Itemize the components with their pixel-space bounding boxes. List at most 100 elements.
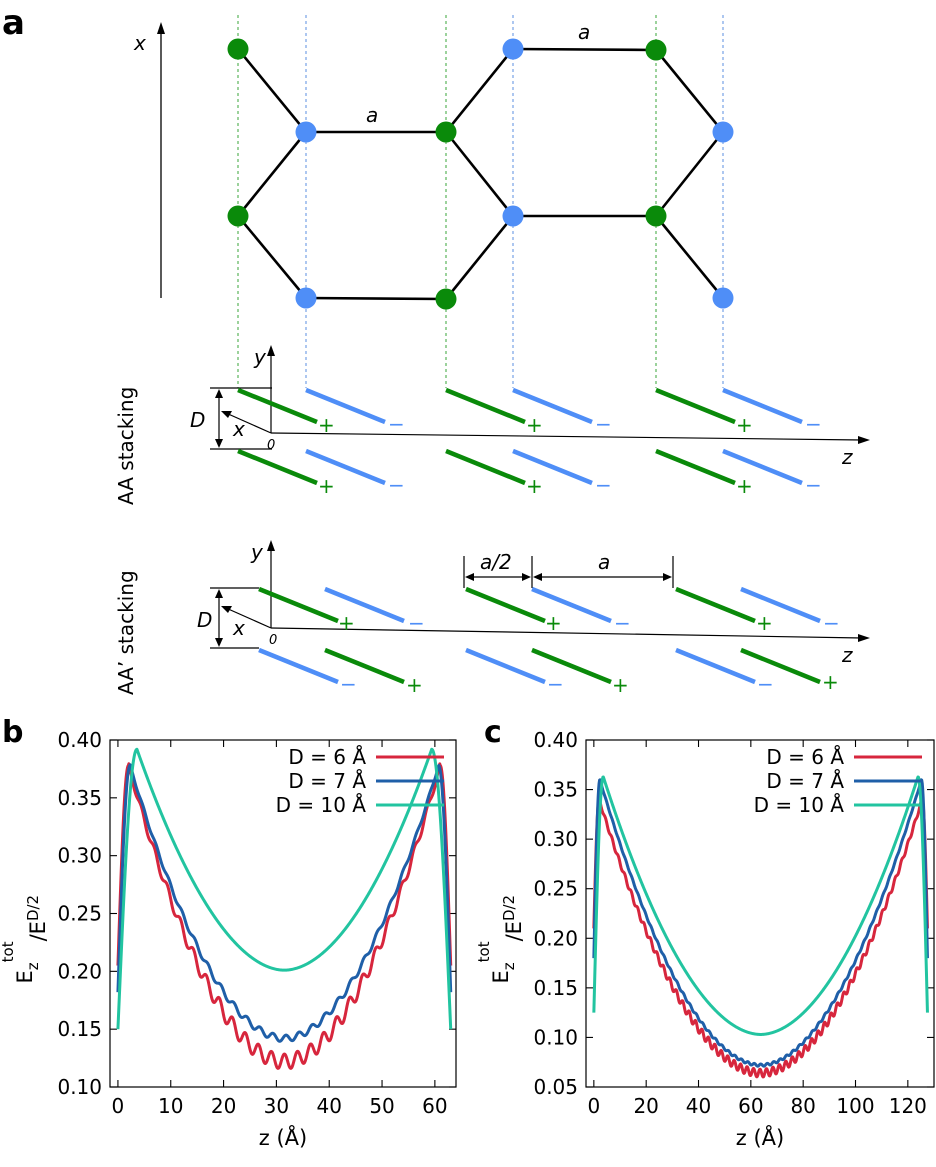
- panel-label-a: a: [2, 3, 25, 43]
- x-axis-label: z (Å): [736, 1124, 784, 1150]
- charge-plus: +: [526, 474, 543, 498]
- y-tick-label: 0.20: [57, 959, 102, 983]
- y-tick-label: 0.40: [57, 728, 102, 752]
- atom-green: [435, 288, 457, 310]
- chart-c: 0.05 0.10 0.15 0.20 0.25 0.30 0.35 0.40 0 20 40 60 8…: [475, 728, 935, 1150]
- x-tick-label: 20: [211, 1094, 236, 1118]
- atom-blue: [502, 205, 524, 227]
- x-tick-label: 60: [422, 1094, 447, 1118]
- x-tick-label: 30: [264, 1094, 289, 1118]
- series-line-0: [116, 762, 453, 1070]
- y-axis-label-part: tot: [475, 941, 493, 962]
- atom-green: [227, 38, 249, 60]
- atom-green: [645, 39, 667, 61]
- y-tick-label: 0.10: [57, 1075, 102, 1099]
- aa-title: AA stacking: [114, 387, 138, 505]
- series-line-1: [592, 778, 929, 1068]
- charge-plus: +: [545, 611, 562, 635]
- charge-plus: +: [406, 673, 423, 697]
- charge-plus: +: [736, 413, 753, 437]
- series-line-2: [116, 747, 453, 1030]
- atom-green: [435, 121, 457, 143]
- y-tick-label: 0.30: [533, 827, 578, 851]
- x-tick-label: 0: [587, 1094, 600, 1118]
- y-tick-label: 0.30: [57, 844, 102, 868]
- atom-blue: [295, 287, 317, 309]
- y-tick-label: 0.35: [533, 778, 578, 802]
- charge-minus: −: [388, 473, 405, 497]
- atom-blue: [712, 287, 734, 309]
- lattice-x-label: x: [133, 31, 146, 55]
- aap-y-label: y: [250, 540, 264, 564]
- atom-blue: [295, 121, 317, 143]
- chart-b: 0.10 0.15 0.20 0.25 0.30 0.35 0.40 0 10 20 30 40 50 6…: [0, 728, 457, 1150]
- charge-plus: +: [526, 413, 543, 437]
- legend-label: D = 7 Å: [766, 769, 844, 793]
- lattice-atoms: [227, 38, 734, 310]
- charge-plus: +: [338, 611, 355, 635]
- legend-label: D = 10 Å: [754, 793, 845, 817]
- charge-minus: −: [595, 473, 612, 497]
- x-tick-label: 120: [889, 1094, 927, 1118]
- y-tick-label: 0.25: [533, 877, 578, 901]
- legend-label: D = 10 Å: [276, 793, 367, 817]
- aa-origin: 0: [267, 438, 275, 453]
- y-axis-label-part: tot: [0, 941, 17, 962]
- y-tick-label: 0.10: [533, 1025, 578, 1049]
- guide-lines: [237, 15, 724, 388]
- bond-length-label: a: [366, 103, 378, 127]
- charge-plus: +: [612, 673, 629, 697]
- aap-title: AA’ stacking: [114, 570, 138, 695]
- x-axis-label: z (Å): [259, 1124, 307, 1150]
- atom-blue: [712, 121, 734, 143]
- atom-green: [645, 205, 667, 227]
- charge-plus: +: [318, 474, 335, 498]
- x-tick-label: 20: [633, 1094, 658, 1118]
- charge-minus: −: [547, 672, 564, 696]
- lattice-x-axis: x: [133, 22, 165, 298]
- charge-minus: −: [805, 412, 822, 436]
- bond-length-label: a: [578, 20, 590, 44]
- charge-plus: +: [756, 611, 773, 635]
- y-axis-label-part: z: [500, 962, 518, 970]
- x-tick-label: 50: [369, 1094, 394, 1118]
- x-tick-label: 100: [836, 1094, 874, 1118]
- lattice-bonds: [236, 47, 725, 301]
- y-axis-label-part: D/2: [24, 895, 42, 921]
- aa-y-label: y: [253, 345, 267, 369]
- y-axis-label: Eztot/ED/2: [0, 895, 50, 984]
- x-tick-label: 40: [686, 1094, 711, 1118]
- aap-x-label: x: [232, 616, 245, 640]
- y-axis-label-part: E: [13, 970, 37, 983]
- atom-blue: [502, 38, 524, 60]
- series-line-1: [116, 763, 453, 1043]
- y-tick-label: 0.25: [57, 902, 102, 926]
- atom-green: [227, 205, 249, 227]
- y-tick-label: 0.20: [533, 926, 578, 950]
- x-tick-label: 10: [158, 1094, 183, 1118]
- aap-half-a-label: a/2: [480, 550, 512, 574]
- y-axis-label: Eztot/ED/2: [475, 895, 526, 984]
- panel-label-b: b: [2, 715, 23, 750]
- charge-minus: −: [614, 611, 631, 635]
- panel-label-c: c: [484, 715, 502, 750]
- charge-minus: −: [805, 473, 822, 497]
- charge-plus: +: [822, 670, 839, 694]
- aap-D-label: D: [197, 608, 212, 632]
- aa-z-label: z: [841, 445, 853, 469]
- y-tick-label: 0.15: [57, 1017, 102, 1041]
- y-axis-label-part: /E: [26, 921, 50, 941]
- series-line-0: [592, 796, 929, 1079]
- x-tick-label: 40: [316, 1094, 341, 1118]
- aap-a-label: a: [598, 550, 610, 574]
- aap-z-label: z: [841, 643, 853, 667]
- aap-stacking: AA’ stacking y z x 0 D a/2 a: [114, 540, 870, 697]
- charge-minus: −: [757, 672, 774, 696]
- charge-minus: −: [823, 611, 840, 635]
- charge-minus: −: [340, 672, 357, 696]
- x-tick-label: 60: [738, 1094, 763, 1118]
- legend-label: D = 6 Å: [766, 745, 844, 769]
- charge-minus: −: [595, 412, 612, 436]
- y-tick-label: 0.15: [533, 976, 578, 1000]
